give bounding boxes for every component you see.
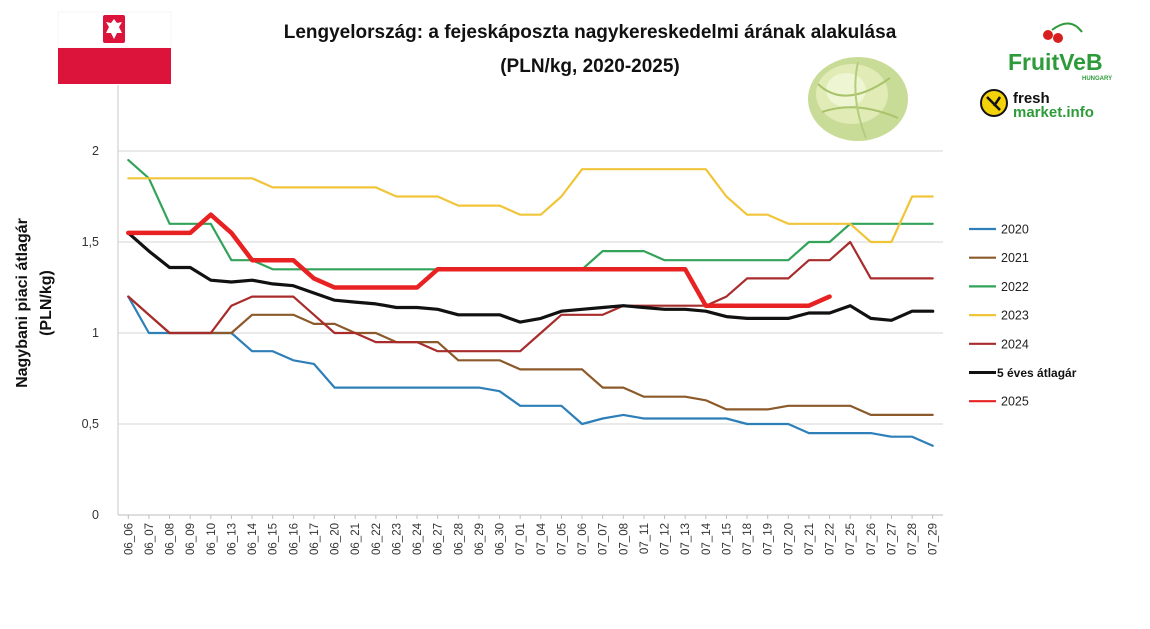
y-tick-label: 1,5 [82, 235, 99, 249]
x-tick-label: 06_17 [309, 523, 321, 555]
freshmarket-logo-text-line2: market.info [1013, 104, 1094, 121]
x-tick-label: 07_13 [680, 523, 692, 555]
x-tick-label: 07_29 [928, 523, 940, 555]
series-line-2025 [126, 212, 832, 308]
x-tick-label: 06_27 [433, 523, 445, 555]
x-tick-label: 07_05 [556, 523, 568, 555]
x-tick-label: 07_11 [639, 523, 651, 554]
cabbage-icon [808, 57, 908, 141]
series-lines [126, 159, 935, 447]
x-tick-label: 06_22 [371, 523, 383, 555]
x-tick-label: 07_12 [660, 523, 672, 555]
legend: 2020 2021 2022 2023 2024 5 éves átlagár 2025 [969, 223, 1077, 409]
x-tick-label: 06_14 [247, 522, 259, 555]
x-tick-label: 06_15 [268, 523, 280, 555]
y-axis-label-line2: (PLN/kg) [38, 270, 55, 336]
x-tick-label: 07_07 [598, 523, 610, 555]
x-tick-label: 07_04 [536, 522, 548, 555]
x-tick-label: 07_14 [701, 522, 713, 555]
x-tick-label: 07_22 [825, 523, 837, 555]
x-tick-label: 06_30 [495, 523, 507, 555]
series-line-2024 [127, 240, 934, 353]
flag-red-stripe [58, 48, 171, 84]
fruitveb-logo-text: FruitVeB [1008, 49, 1103, 75]
x-tick-label: 06_10 [206, 523, 218, 555]
grid-lines [118, 150, 943, 516]
x-tick-label: 06_07 [144, 523, 156, 555]
x-tick-label: 06_28 [453, 523, 465, 555]
axes: 0 0,5 1 1,5 2 06_06 06_07 06_08 06_09 06_10 06_13 0… [82, 85, 943, 555]
x-tick-label: 07_25 [845, 523, 857, 555]
x-tick-label: 06_09 [185, 523, 197, 555]
x-tick-label: 07_19 [763, 523, 775, 555]
x-tick-label: 07_08 [618, 523, 630, 555]
x-tick-label: 07_18 [742, 523, 754, 555]
legend-label: 2024 [1001, 337, 1029, 351]
x-tick-label: 06_23 [391, 523, 403, 555]
eagle-icon [106, 19, 122, 39]
series-line-5-éves-átlagár [126, 231, 935, 324]
x-tick-label: 06_24 [412, 522, 424, 555]
fruitveb-logo: FruitVeB HUNGARY [1008, 22, 1112, 82]
y-axis-label-line1: Nagybani piaci átlagár [14, 218, 31, 388]
legend-label: 2025 [1001, 395, 1029, 409]
x-tick-label: 06_20 [330, 523, 342, 555]
freshmarket-logo-text-line1: fresh [1013, 90, 1050, 107]
x-tick-label: 07_20 [783, 523, 795, 555]
x-tick-label: 07_06 [577, 523, 589, 555]
legend-label: 2020 [1001, 223, 1029, 237]
x-tick-label: 06_16 [288, 523, 300, 555]
legend-label: 2021 [1001, 251, 1029, 265]
legend-label: 5 éves átlagár [997, 366, 1077, 380]
freshmarket-logo: fresh market.info [980, 89, 1094, 121]
x-tick-label: 07_15 [721, 523, 733, 555]
y-tick-label: 1 [92, 326, 99, 340]
x-tick-label: 07_26 [866, 523, 878, 555]
x-tick-label: 07_01 [515, 523, 527, 555]
fruitveb-logo-subtext: HUNGARY [1082, 76, 1112, 82]
y-tick-label: 2 [92, 144, 99, 158]
x-tick-label: 06_29 [474, 523, 486, 555]
chart-title-line2: (PLN/kg, 2020-2025) [500, 56, 680, 77]
x-tick-label: 06_21 [350, 523, 362, 555]
chart-title-line1: Lengyelország: a fejeskáposzta nagykeres… [284, 22, 897, 43]
x-tick-label: 07_28 [907, 523, 919, 555]
x-tick-label: 06_13 [226, 523, 238, 555]
x-tick-label: 07_21 [804, 523, 816, 555]
x-tick-label: 06_08 [165, 523, 177, 555]
x-tick-label: 06_06 [123, 523, 135, 555]
series-line-2023 [127, 168, 934, 244]
x-tick-label: 07_27 [886, 523, 898, 555]
poland-flag [57, 11, 172, 84]
y-tick-label: 0,5 [82, 417, 99, 431]
series-line-2020 [127, 295, 934, 447]
legend-label: 2022 [1001, 280, 1029, 294]
series-line-2021 [127, 295, 934, 416]
y-tick-label: 0 [92, 508, 99, 522]
legend-label: 2023 [1001, 309, 1029, 323]
